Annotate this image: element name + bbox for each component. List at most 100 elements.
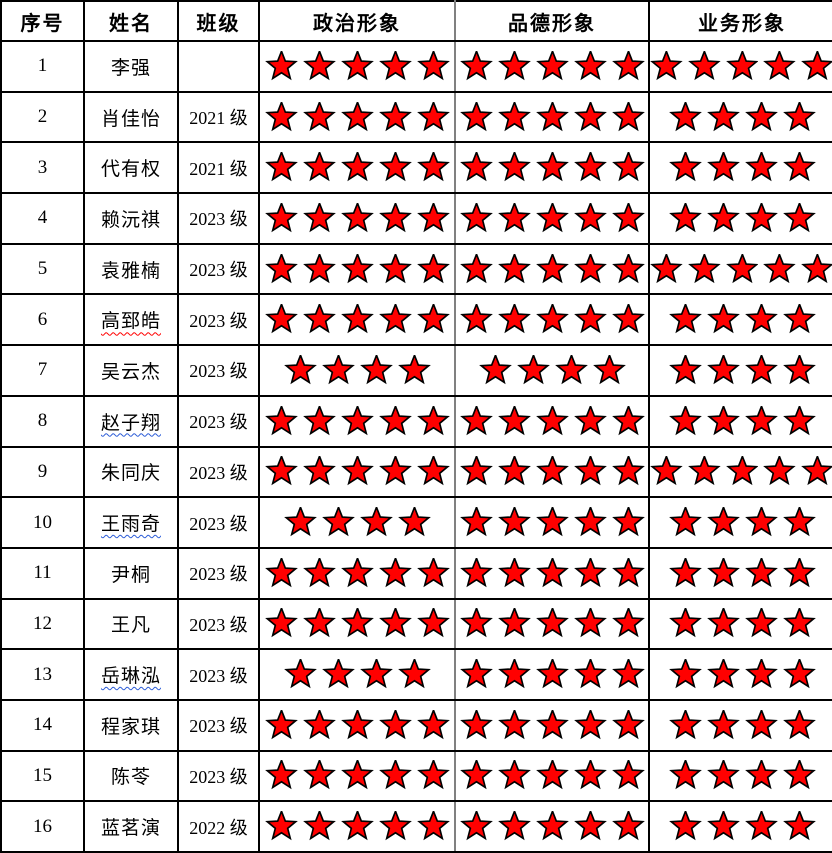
class-label: 2023 级 bbox=[177, 344, 260, 397]
star-icon bbox=[744, 659, 778, 689]
star-icon bbox=[668, 557, 702, 587]
political-rating bbox=[261, 456, 453, 487]
political-rating bbox=[261, 354, 453, 386]
star-icon bbox=[264, 608, 298, 638]
star-icon bbox=[573, 811, 607, 841]
table-row: 16 蓝茗演 2022 级 bbox=[0, 800, 832, 853]
star-icon bbox=[782, 608, 816, 638]
student-name: 王凡 bbox=[110, 615, 151, 637]
business-rating-cell bbox=[648, 749, 832, 803]
moral-rating bbox=[457, 608, 647, 639]
star-icon bbox=[340, 557, 374, 587]
moral-rating-cell bbox=[454, 242, 650, 296]
political-rating-cell bbox=[258, 496, 456, 549]
star-icon bbox=[459, 101, 493, 131]
star-icon bbox=[378, 811, 412, 841]
star-icon bbox=[340, 709, 374, 739]
star-icon bbox=[801, 50, 832, 80]
star-icon bbox=[497, 659, 531, 689]
star-icon bbox=[782, 354, 816, 385]
moral-rating bbox=[457, 811, 647, 842]
table-body: 1 李强 2 肖佳怡 2021 级 3 代有权 2021 级 4 赖沅祺 202… bbox=[0, 40, 832, 853]
business-rating bbox=[651, 608, 832, 639]
business-rating-cell bbox=[648, 40, 832, 93]
political-rating-cell bbox=[258, 546, 456, 600]
star-icon bbox=[535, 253, 569, 283]
student-name: 赖沅祺 bbox=[100, 209, 161, 231]
star-icon bbox=[706, 709, 740, 739]
star-icon bbox=[302, 202, 336, 233]
star-icon bbox=[651, 253, 683, 283]
student-name: 陈苓 bbox=[110, 767, 151, 789]
political-rating bbox=[261, 557, 453, 589]
serial-number: 8 bbox=[0, 394, 85, 448]
political-rating bbox=[261, 101, 453, 133]
star-icon bbox=[535, 456, 569, 486]
star-icon bbox=[782, 709, 816, 739]
business-rating bbox=[651, 253, 832, 285]
star-icon bbox=[497, 405, 531, 435]
table-row: 13 岳琳泓 2023 级 bbox=[0, 648, 832, 701]
star-icon bbox=[744, 405, 778, 435]
star-icon bbox=[264, 811, 298, 841]
star-icon bbox=[378, 101, 412, 131]
star-icon bbox=[302, 253, 336, 283]
star-icon bbox=[573, 507, 607, 537]
star-icon bbox=[535, 202, 569, 233]
star-icon bbox=[264, 101, 298, 131]
star-icon bbox=[611, 760, 645, 790]
star-icon bbox=[763, 50, 797, 80]
star-icon bbox=[416, 456, 450, 486]
star-icon bbox=[378, 608, 412, 638]
star-icon bbox=[459, 608, 493, 638]
political-rating-cell bbox=[258, 90, 456, 144]
star-icon bbox=[573, 101, 607, 131]
moral-rating-cell bbox=[454, 496, 650, 549]
table-row: 6 高郅皓 2023 级 bbox=[0, 293, 832, 347]
business-rating-cell bbox=[648, 242, 832, 296]
table-row: 1 李强 bbox=[0, 40, 832, 93]
business-rating-cell bbox=[648, 90, 832, 144]
student-name: 岳琳泓 bbox=[100, 666, 161, 688]
political-rating bbox=[261, 507, 453, 538]
serial-number: 14 bbox=[0, 698, 85, 752]
star-icon bbox=[744, 304, 778, 334]
serial-number: 4 bbox=[0, 192, 85, 245]
table-row: 8 赵子翔 2023 级 bbox=[0, 394, 832, 448]
political-rating bbox=[261, 253, 453, 285]
star-icon bbox=[611, 557, 645, 587]
star-icon bbox=[535, 760, 569, 790]
star-icon bbox=[706, 557, 740, 587]
star-icon bbox=[744, 557, 778, 587]
business-rating-cell bbox=[648, 445, 832, 499]
star-icon bbox=[706, 405, 740, 435]
star-icon bbox=[782, 760, 816, 790]
moral-rating-cell bbox=[454, 344, 650, 397]
business-rating bbox=[651, 507, 832, 538]
star-icon bbox=[378, 456, 412, 486]
business-rating-cell bbox=[648, 496, 832, 549]
class-label: 2023 级 bbox=[177, 242, 260, 296]
table-row: 12 王凡 2023 级 bbox=[0, 597, 832, 651]
star-icon bbox=[744, 507, 778, 537]
star-icon bbox=[321, 507, 355, 537]
class-label: 2023 级 bbox=[177, 597, 260, 651]
political-rating bbox=[261, 659, 453, 690]
star-icon bbox=[264, 253, 298, 283]
star-icon bbox=[573, 253, 607, 283]
table-row: 7 吴云杰 2023 级 bbox=[0, 344, 832, 397]
star-icon bbox=[782, 202, 816, 233]
political-rating-cell bbox=[258, 749, 456, 803]
table-row: 2 肖佳怡 2021 级 bbox=[0, 90, 832, 144]
student-name: 朱同庆 bbox=[100, 463, 161, 485]
star-icon bbox=[573, 760, 607, 790]
class-label: 2021 级 bbox=[177, 141, 260, 195]
moral-rating bbox=[457, 152, 647, 183]
political-rating-cell bbox=[258, 648, 456, 701]
star-icon bbox=[416, 50, 450, 81]
political-rating-cell bbox=[258, 445, 456, 499]
moral-rating bbox=[457, 253, 647, 285]
star-icon bbox=[535, 101, 569, 131]
serial-number: 15 bbox=[0, 749, 85, 803]
star-icon bbox=[668, 659, 702, 689]
